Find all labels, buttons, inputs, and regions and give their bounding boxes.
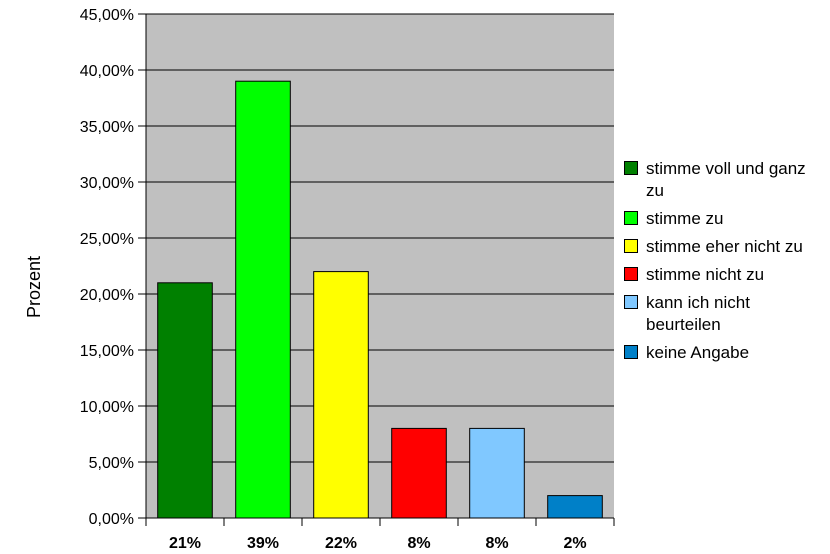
y-tick-label: 35,00% <box>80 119 134 136</box>
category-label: 39% <box>247 535 279 552</box>
legend-label: stimme nicht zu <box>646 265 765 284</box>
bar <box>547 495 603 519</box>
axes <box>138 13 615 526</box>
plot-area <box>146 14 614 518</box>
y-tick-label: 30,00% <box>80 175 134 192</box>
bar <box>469 427 525 519</box>
legend-swatch <box>624 295 638 309</box>
y-tick-labels: 0,00% 5,00% 10,00% 15,00% 20,00% 25,00% 30,00%… <box>80 7 134 528</box>
y-tick-label: 0,00% <box>89 511 134 528</box>
legend-item: stimme nicht zu <box>624 264 824 286</box>
legend: stimme voll und ganz zu stimme zu stimme… <box>624 158 824 370</box>
legend-label: stimme zu <box>646 209 724 228</box>
category-label: 21% <box>169 535 201 552</box>
legend-swatch <box>624 211 638 225</box>
y-tick-label: 20,00% <box>80 287 134 304</box>
legend-item: keine Angabe <box>624 342 824 364</box>
category-label: 8% <box>485 535 508 552</box>
legend-label: stimme eher nicht zu <box>646 237 803 256</box>
legend-label: kann ich nicht beurteilen <box>646 293 750 334</box>
category-label: 22% <box>325 535 357 552</box>
y-tick-label: 5,00% <box>89 455 134 472</box>
legend-item: stimme voll und ganz zu <box>624 158 824 202</box>
y-tick-label: 45,00% <box>80 7 134 24</box>
y-axis-label: Prozent <box>24 256 44 318</box>
bars <box>157 80 603 519</box>
bar <box>235 80 291 519</box>
category-label: 8% <box>407 535 430 552</box>
bar <box>391 427 447 519</box>
bar <box>157 282 213 519</box>
legend-label: keine Angabe <box>646 343 750 362</box>
legend-swatch <box>624 345 638 359</box>
legend-item: stimme zu <box>624 208 824 230</box>
legend-label: stimme voll und ganz zu <box>646 159 806 200</box>
category-label: 2% <box>563 535 586 552</box>
bar <box>313 271 369 519</box>
legend-swatch <box>624 267 638 281</box>
gridlines <box>146 13 614 519</box>
y-tick-label: 25,00% <box>80 231 134 248</box>
legend-item: kann ich nicht beurteilen <box>624 292 824 336</box>
y-tick-label: 10,00% <box>80 399 134 416</box>
x-category-labels: 21% 39% 22% 8% 8% 2% <box>169 535 587 552</box>
legend-item: stimme eher nicht zu <box>624 236 824 258</box>
legend-swatch <box>624 239 638 253</box>
y-tick-label: 15,00% <box>80 343 134 360</box>
y-tick-label: 40,00% <box>80 63 134 80</box>
legend-swatch <box>624 161 638 175</box>
